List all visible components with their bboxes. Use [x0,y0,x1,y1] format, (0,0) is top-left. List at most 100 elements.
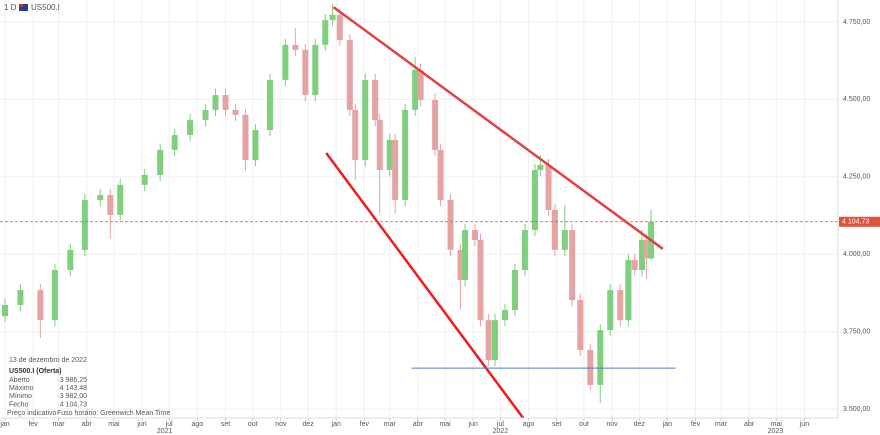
candle-body [232,109,239,115]
candle-body [282,44,289,80]
candle-body [17,290,24,305]
candle-body [67,249,74,270]
x-tick-label: mar [715,421,728,428]
candle-body [117,184,124,215]
candle-body [607,290,614,331]
candle-body [597,330,604,385]
x-tick-label: abr [82,421,93,428]
candle-body [202,109,209,121]
info-panel: 13 de dezembro de 2022 US500.I (Oferta) Ab… [7,357,170,417]
x-tick-label: jun [799,421,809,428]
x-tick-label: set [221,421,230,428]
candle-body [477,239,484,321]
candle-body [617,290,624,321]
candle-body [437,149,444,201]
interval: 1 D [4,3,17,12]
info-key: Fecho [9,401,29,408]
candle-body [157,149,164,175]
candle-body [551,209,558,250]
last-price-box [839,216,880,227]
candle-body [1,304,8,317]
x-tick-label: out [579,421,589,428]
candle-body [561,230,568,250]
candle-body [329,14,336,21]
candle-body [346,39,353,110]
candle-body [643,239,650,259]
x-tick-label: fev [28,421,38,428]
y-tick-label: 4.500,00 [843,96,870,103]
candle-body [97,195,104,201]
x-tick-label: fev [691,421,701,428]
trend-line [325,152,525,419]
x-tick-label: abr [413,421,424,428]
info-key: Aberto [9,377,30,384]
x-tick-label: ago [192,421,204,428]
candle-body [545,165,552,210]
candle-body [521,230,528,270]
x-tick-label: dez [302,421,314,428]
candle-body [302,49,309,96]
candle-body [362,79,369,161]
last-price-label: 4 104,73 [842,219,869,226]
info-key: Máximo [9,385,34,392]
y-tick-label: 4.000,00 [843,251,870,258]
trend-line [332,6,664,250]
x-tick-label: dez [634,421,646,428]
candle-body [266,79,273,131]
info-footer: Fuso horário: Greenwich Mean Time [57,410,170,417]
x-tick-label: abr [744,421,755,428]
candle-body [242,114,249,161]
x-tick-label: fev [360,421,370,428]
x-tick-label: mar [52,421,65,428]
info-name: US500.I (Oferta) [9,368,62,375]
candle-body [447,200,454,250]
candle-body [51,269,58,321]
candle-body [577,300,584,350]
x-tick-label: mai [771,421,783,428]
x-tick-label: jan [662,421,672,428]
candle-body [472,230,479,240]
x-tick-label: nov [275,421,287,428]
year-label: 2021 [157,428,173,435]
y-tick-label: 3.500,00 [843,406,870,413]
candle-body [392,139,399,201]
y-tick-label: 3.750,00 [843,328,870,335]
x-tick-label: ago [523,421,535,428]
candle-body [222,95,229,110]
info-value: 3 982,00 [60,393,87,400]
x-tick-label: jan [0,421,10,428]
candle-body [372,79,379,121]
candle-body [212,95,219,110]
candle-body [587,349,594,385]
candle-body [511,269,518,310]
flag [19,4,28,11]
candle-body [569,230,576,301]
candle-body [457,249,464,280]
x-tick-label: jan [331,421,341,428]
candle-body [501,309,508,321]
y-tick-label: 4.750,00 [843,19,870,26]
candle-body [292,44,299,50]
candle-body [537,165,544,170]
candle-body [638,239,645,270]
candle-body [37,290,44,321]
year-label: 2023 [768,428,784,435]
candle-body [432,100,439,150]
candle-body [336,14,343,40]
x-tick-label: jul [165,421,173,428]
candle-body [417,69,424,101]
year-label: 2022 [493,428,509,435]
candle-body [376,120,383,170]
candle-body [81,200,88,250]
candle-body [107,195,114,215]
x-tick-label: mai [439,421,451,428]
candle-body [491,320,498,361]
info-key: Mínimo [9,393,32,400]
info-value: 3 986,25 [60,377,87,384]
candle-body [625,260,632,321]
candle-body [531,169,538,231]
candle-body [141,174,148,185]
info-date: 13 de dezembro de 2022 [9,357,87,364]
